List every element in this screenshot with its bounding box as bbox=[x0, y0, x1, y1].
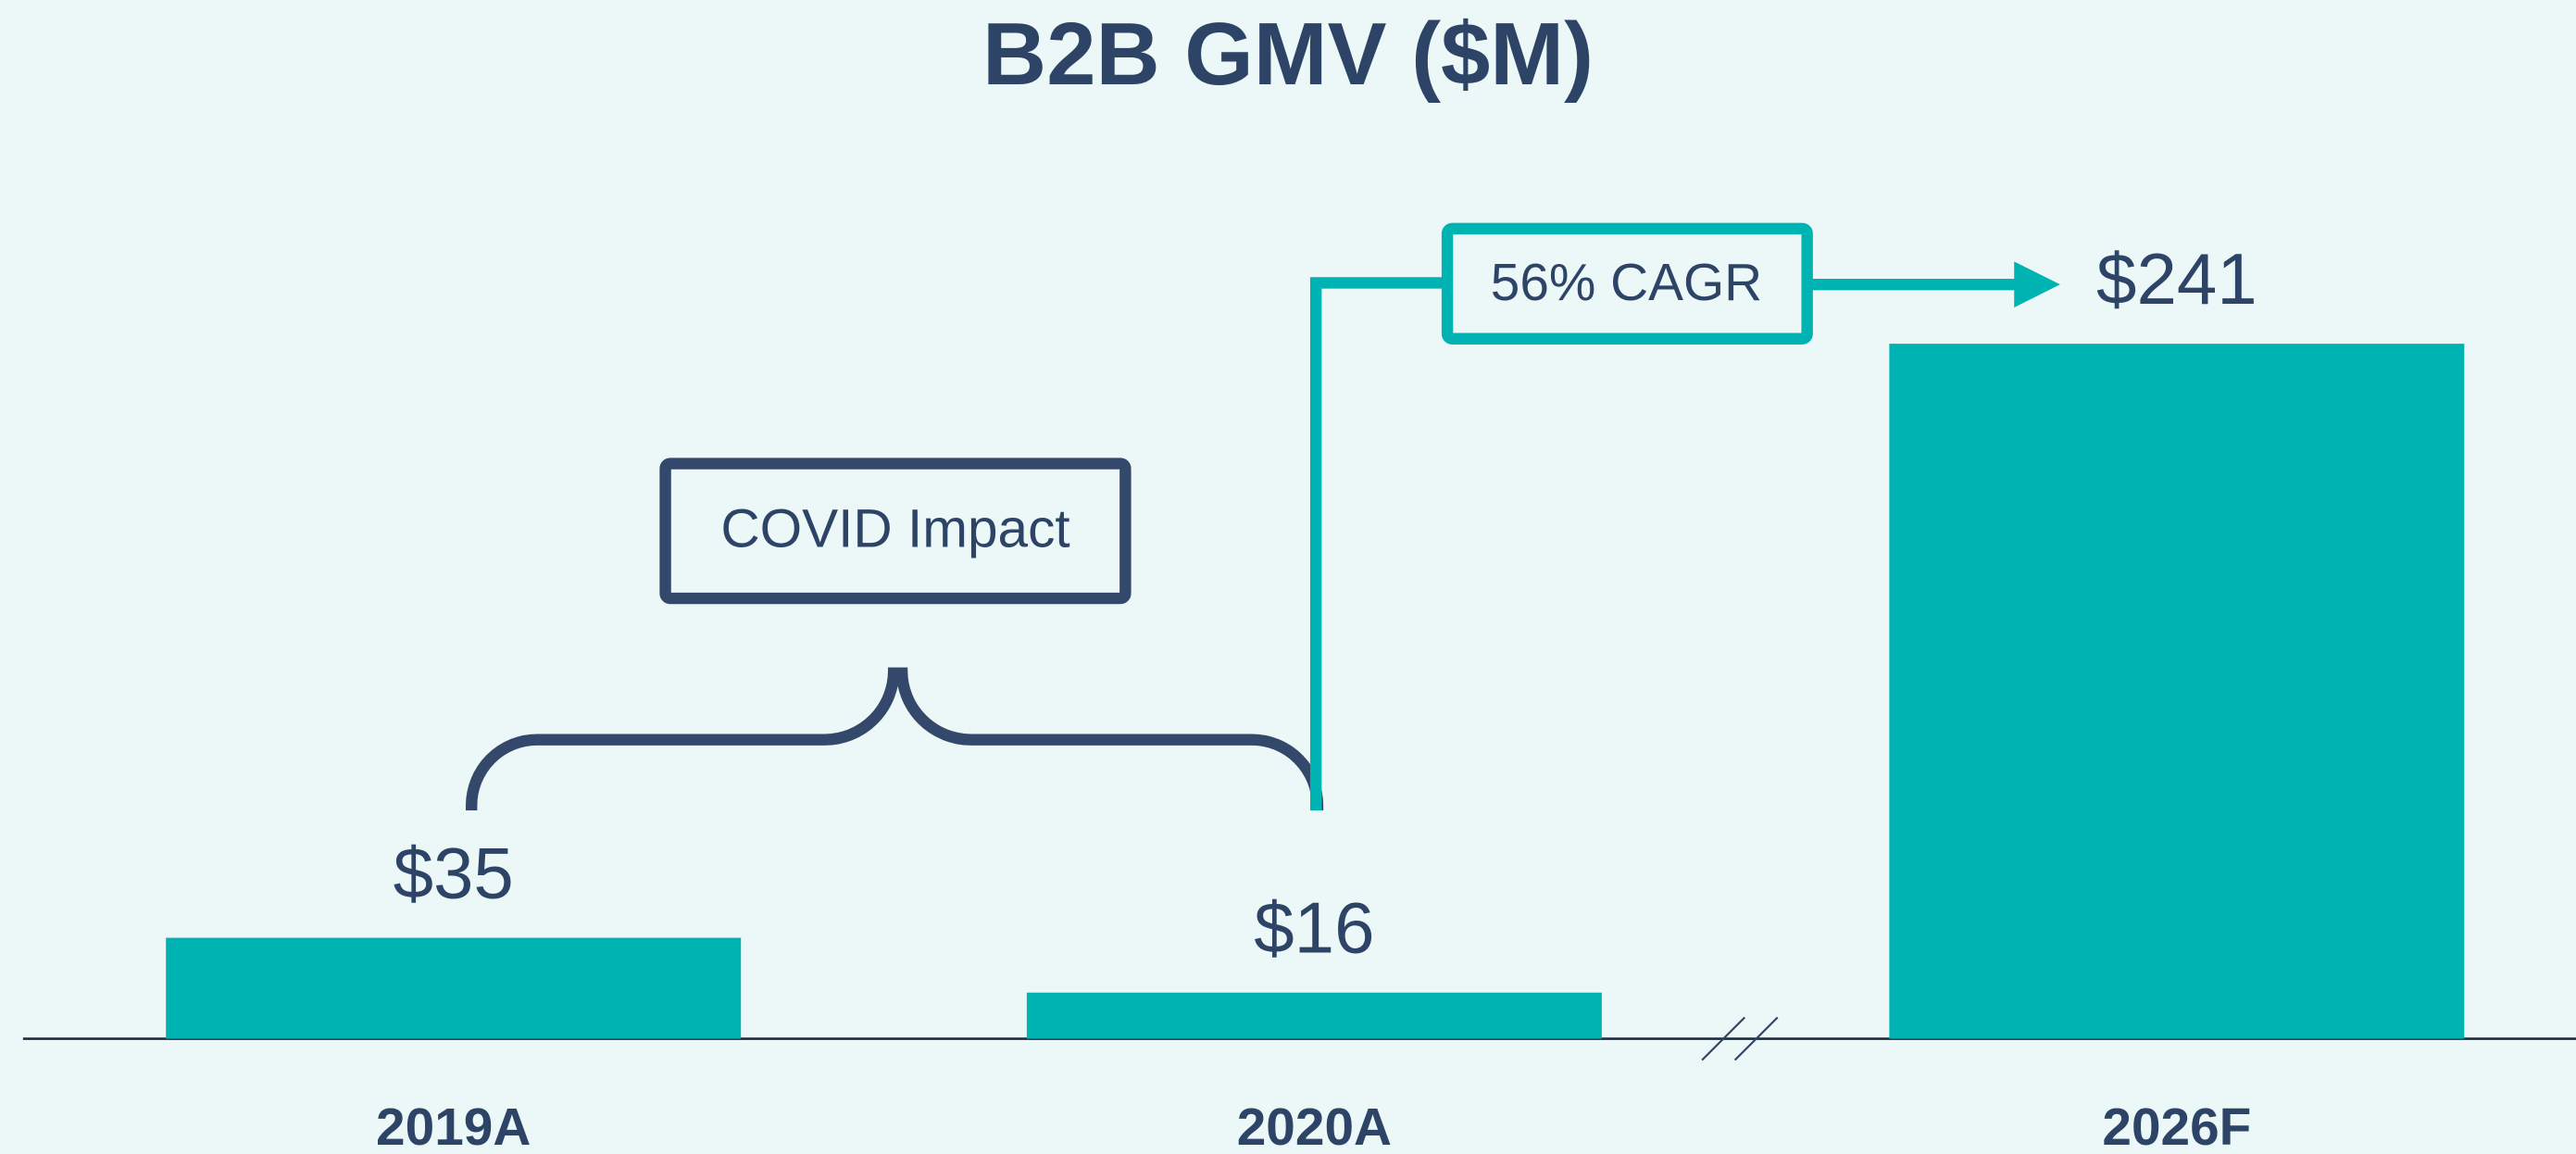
cagr-arrowhead bbox=[2014, 261, 2060, 308]
value-label: $16 bbox=[1254, 886, 1374, 968]
x-tick-label: 2019A bbox=[376, 1098, 531, 1154]
bar bbox=[1026, 992, 1602, 1039]
cagr-label: 56% CAGR bbox=[1491, 254, 1762, 312]
value-label: $35 bbox=[394, 832, 514, 913]
x-tick-label: 2020A bbox=[1237, 1098, 1392, 1154]
axis-break bbox=[1701, 1016, 1745, 1061]
cagr-connector bbox=[1309, 277, 1448, 810]
covid-label: COVID Impact bbox=[720, 499, 1069, 559]
axis-break bbox=[1733, 1016, 1779, 1061]
x-tick-label: 2026F bbox=[2102, 1098, 2251, 1154]
chart-title: B2B GMV ($M) bbox=[982, 5, 1594, 104]
bar bbox=[1889, 344, 2465, 1039]
covid-box bbox=[659, 458, 1132, 605]
value-label: $241 bbox=[2096, 238, 2257, 320]
bar bbox=[166, 937, 742, 1039]
